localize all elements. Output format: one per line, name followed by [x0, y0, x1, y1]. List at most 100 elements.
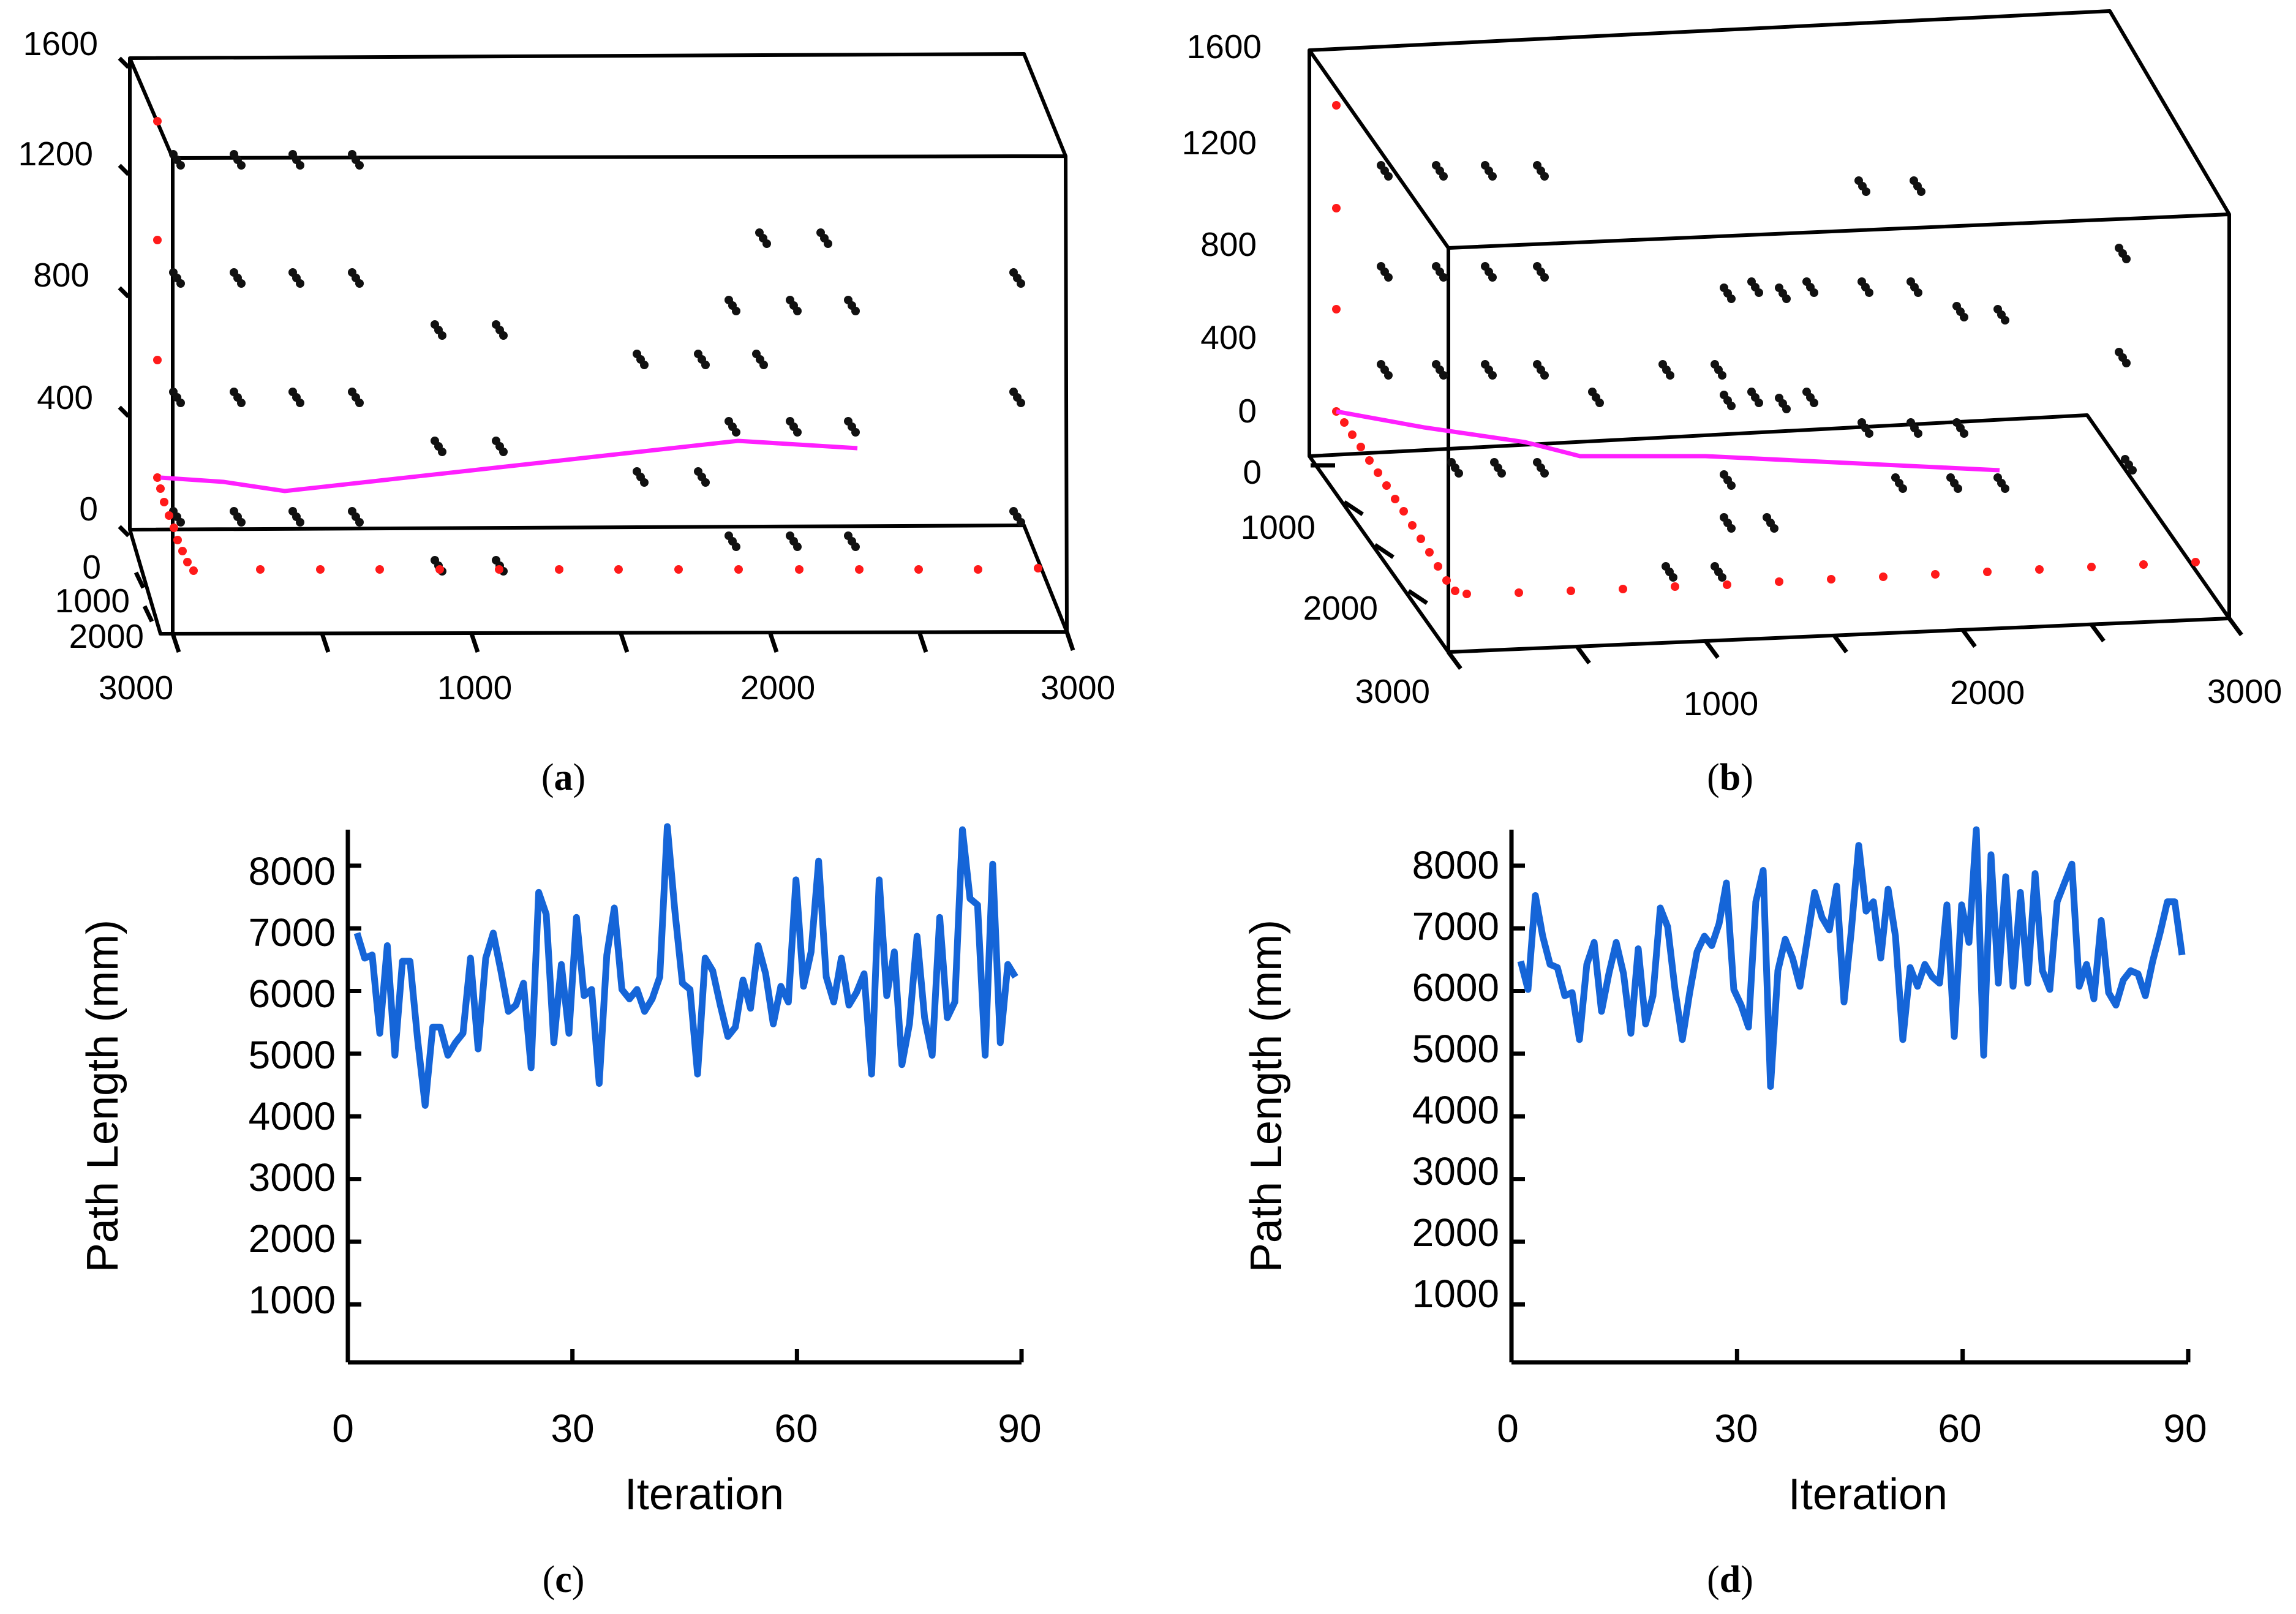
panel-d-y-tick-4000: 4000	[1412, 1088, 1499, 1132]
panel-a-z-tick-1600: 1600	[23, 24, 98, 62]
panel-b-obstacle-45-dot-2	[1718, 573, 1726, 582]
panel-b-obstacle-23-dot-2	[1914, 288, 1922, 297]
panel-a-x-tick-1000: 1000	[437, 669, 512, 707]
panel-c-y-axis-label: Path Length (mm)	[78, 920, 127, 1272]
panel-a-z-tick-800: 800	[33, 256, 89, 294]
panel-a-obstacle-25-dot-2	[762, 239, 771, 248]
panel-c-x-tick-labels: 0 30 60 90	[332, 1406, 1041, 1451]
panel-c-y-tick-3000: 3000	[249, 1155, 336, 1199]
panel-a-obstacle-29-dot-2	[851, 307, 860, 315]
panel-b-waypoint-24	[1775, 577, 1783, 586]
panel-b-obstacle-44-dot-2	[1669, 573, 1677, 582]
panel-a-waypoint-11	[189, 566, 198, 575]
panel-b-obstacle-43-dot-2	[2128, 466, 2137, 475]
panel-d-x-axis-label: Iteration	[1788, 1470, 1948, 1519]
panel-d-x-ticks	[1509, 1349, 2191, 1362]
panel-a-tick-marks	[118, 56, 1075, 653]
panel-b-obstacle-10-dot-2	[1488, 371, 1497, 380]
panel-a-obstacle-20-dot-2	[640, 361, 649, 369]
panel-c-y-tick-8000: 8000	[249, 849, 336, 893]
panel-a-obstacle-16-dot-2	[438, 331, 446, 340]
panel-b-z-tick-0: 0	[1238, 392, 1257, 430]
panel-a-box-floor	[129, 524, 1069, 633]
panel-a-box	[128, 52, 1069, 636]
panel-b-waypoint-4	[1340, 418, 1349, 427]
panel-a-waypoint-17	[555, 565, 563, 574]
panel-a-waypoint-1	[153, 236, 162, 244]
panel-a-obstacle-30-dot-2	[732, 428, 740, 437]
panel-d-y-axis-label: Path Length (mm)	[1242, 920, 1291, 1272]
panel-c-x-tick-0: 0	[332, 1406, 354, 1451]
panel-b-x-tick-2000: 2000	[1950, 674, 2025, 711]
panel-b-obstacle-27-dot-2	[1755, 399, 1763, 407]
panel-b-waypoint-26	[1879, 572, 1888, 581]
panel-a-waypoint-25	[1034, 564, 1042, 572]
panel-a-waypoint-16	[495, 565, 503, 574]
panel-a-obstacle-35-dot-2	[851, 542, 860, 551]
panel-b-waypoint-23	[1723, 580, 1731, 589]
panel-a-obstacle-27-dot-2	[732, 307, 740, 315]
panel-b-obstacle-18-dot-2	[1727, 295, 1736, 303]
panel-a-waypoint-3	[153, 473, 162, 482]
panel-b-obstacle-8-dot-2	[1384, 371, 1393, 380]
panel-a-obstacle-37-dot-2	[1017, 399, 1025, 407]
panel-d-path-length-series	[1517, 826, 2186, 1090]
panel-d-y-tick-8000: 8000	[1412, 843, 1499, 887]
panel-b-obstacle-24-dot-2	[1960, 313, 1968, 321]
panel-a-x-tick-2000: 2000	[740, 669, 815, 707]
panel-b-x-axis: 1000 2000 3000	[1684, 672, 2282, 723]
panel-a-x-axis: 3000 1000 2000 3000	[99, 669, 1115, 707]
panel-b-waypoint-32	[2191, 558, 2200, 566]
panel-b-obstacle-37-dot-2	[1770, 524, 1778, 533]
panel-b-obstacle-13-dot-2	[1497, 469, 1506, 478]
panel-a-obstacle-15-dot-2	[355, 518, 364, 527]
panel-b-waypoint-31	[2139, 560, 2148, 569]
panel-a-obstacle-11-dot-2	[355, 399, 364, 407]
panel-a-obstacle-0-dot-2	[176, 161, 185, 170]
panel-b-waypoint-20	[1567, 587, 1575, 595]
panel-b-obstacle-25-dot-2	[2001, 316, 2009, 325]
panel-b-waypoint-16	[1442, 576, 1451, 585]
panel-a-waypoint-2	[153, 356, 162, 364]
panel-a-waypoint-24	[974, 565, 982, 574]
panel-b-waypoint-27	[1931, 570, 1940, 579]
panel-a-obstacle-18-dot-2	[438, 448, 446, 456]
panel-b-obstacle-0-dot-2	[1384, 172, 1393, 181]
panel-c-x-tick-60: 60	[774, 1406, 818, 1451]
panel-a-obstacle-8-dot-2	[176, 399, 185, 407]
panel-a-waypoint-4	[156, 484, 165, 493]
panel-a-x-tick-3000-right: 3000	[1041, 669, 1115, 707]
panel-a-waypoint-7	[170, 524, 178, 532]
panel-d-x-tick-labels: 0 30 60 90	[1497, 1406, 2207, 1451]
panel-b-caption: (b)	[1707, 757, 1753, 798]
panel-a-caption: (a)	[541, 757, 585, 798]
panel-b-obstacle-42-dot-2	[2122, 359, 2131, 367]
panel-b-x-tick-1000: 1000	[1684, 685, 1758, 723]
panel-b-y-tick-0-label: 0	[1243, 453, 1262, 491]
panel-b-x-tick-3000: 3000	[2207, 672, 2282, 710]
panel-b-z-tick-400: 400	[1200, 318, 1257, 356]
panel-c-y-tick-7000: 7000	[249, 910, 336, 955]
panel-b-waypoint-5	[1348, 430, 1357, 439]
panel-d-y-tick-3000: 3000	[1412, 1149, 1499, 1193]
panel-a-waypoint-6	[165, 511, 173, 520]
panel-b-obstacle-33-dot-2	[1862, 187, 1870, 196]
panel-c-y-tick-1000: 1000	[249, 1278, 336, 1322]
panel-a-obstacle-38-dot-2	[1017, 518, 1025, 527]
panel-a-y-tick-0: 0	[82, 548, 101, 586]
panel-a-obstacle-2-dot-2	[296, 161, 304, 170]
panel-b-obstacle-30-dot-2	[1865, 429, 1873, 438]
panel-b-obstacle-11-dot-2	[1540, 371, 1549, 380]
panel-d-y-tick-labels: 8000 7000 6000 5000 4000 3000 2000 1000	[1412, 843, 1499, 1316]
panel-a-obstacle-14-dot-2	[296, 518, 304, 527]
panel-b-y-tick-2000: 2000	[1303, 589, 1378, 627]
panel-a-waypoint-22	[855, 565, 864, 574]
panel-b-waypoint-15	[1434, 562, 1442, 571]
panel-a-y-axis: 0 1000 2000	[55, 548, 144, 655]
panel-b-obstacle-32-dot-2	[1960, 429, 1968, 438]
panel-a-z-tick-400: 400	[37, 378, 93, 416]
panel-d-y-tick-1000: 1000	[1412, 1272, 1499, 1316]
panel-a-waypoint-13	[316, 565, 325, 574]
panel-a-obstacle-31-dot-2	[793, 428, 802, 437]
panel-b-obstacle-2-dot-2	[1488, 172, 1497, 181]
